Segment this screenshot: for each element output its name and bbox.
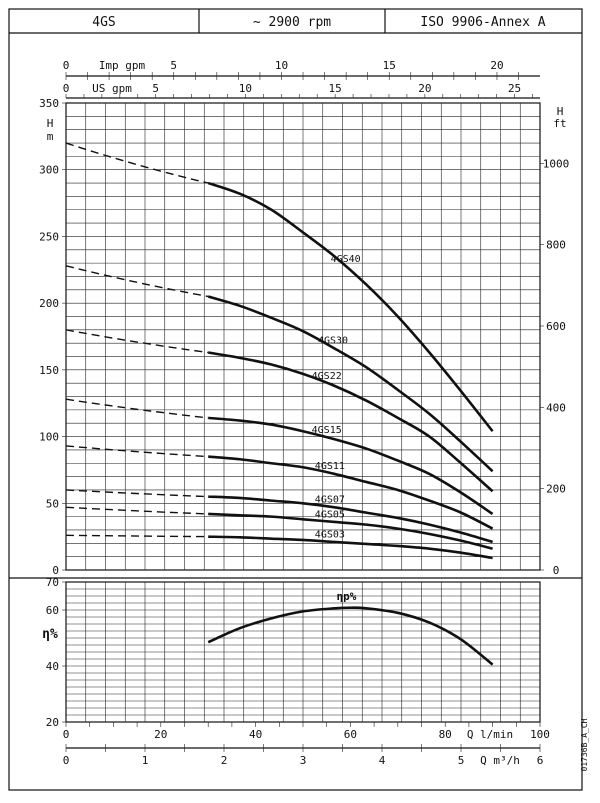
imp-tick-label: 15 [383, 59, 396, 72]
right-tick-label: 200 [546, 483, 566, 496]
curve-4gs07 [208, 495, 493, 544]
curve-4gs05 [208, 512, 493, 550]
efficiency-curves: ηp% [207, 590, 494, 666]
left-tick-label: 100 [39, 431, 59, 444]
right-tick-label: 400 [546, 401, 566, 414]
drawing-code: 01736B_A_CH [580, 718, 589, 771]
lmin-tick-label: 0 [63, 728, 70, 741]
us-tick-label: 5 [152, 82, 159, 95]
curve-label-4gs05: 4GS05 [315, 510, 345, 521]
m3h-axis-label: Q m³/h [480, 754, 520, 767]
us-tick-label: 25 [508, 82, 521, 95]
head-left-axis-title-top: H [47, 117, 54, 130]
us-tick-label: 0 [63, 82, 70, 95]
lmin-tick-label: 20 [154, 728, 167, 741]
dashed-extension-4gs11 [65, 445, 209, 458]
efficiency-axis-labels: 20 40 60 70 [46, 576, 66, 729]
left-tick-label: 350 [39, 97, 59, 110]
curve-4gs15 [208, 416, 494, 516]
right-tick-label: 0 [553, 564, 560, 577]
dashed-extension-4gs30 [65, 265, 209, 298]
curve-efficiency [207, 606, 494, 666]
header-standard: ISO 9906-Annex A [420, 15, 545, 30]
lmin-axis-label: Q l/min [467, 728, 513, 741]
lmin-tick-label: 60 [344, 728, 357, 741]
eff-tick-label: 40 [46, 660, 59, 673]
us-tick-label: 15 [329, 82, 342, 95]
curve-4gs40 [207, 181, 494, 433]
left-tick-label: 300 [39, 164, 59, 177]
dashed-extension-4gs03 [65, 534, 209, 538]
eff-tick-label: 60 [46, 604, 59, 617]
dashed-extension-4gs22 [65, 329, 209, 354]
curve-4gs03 [208, 535, 493, 560]
m3h-tick-label: 3 [300, 754, 307, 767]
lmin-tick-label: 40 [249, 728, 262, 741]
lmin-tick-label: 100 [530, 728, 550, 741]
m3h-tick-label: 4 [379, 754, 386, 767]
head-right-axis-title-bottom: ft [553, 117, 566, 130]
m3h-tick-label: 5 [458, 754, 465, 767]
top-axes: 0 5 10 15 20 Imp gpm 0 5 10 15 20 25 US gpm [63, 59, 540, 99]
curve-label-4gs30: 4GS30 [318, 336, 348, 347]
m3h-tick-label: 6 [537, 754, 544, 767]
imp-tick-label: 5 [170, 59, 177, 72]
dashed-extension-4gs40 [65, 142, 209, 184]
efficiency-grid [66, 582, 540, 722]
us-tick-label: 20 [418, 82, 431, 95]
head-curves: 4GS40 4GS30 4GS22 4GS15 4GS11 4GS07 4GS05 4GS03 [65, 142, 494, 560]
curve-label-4gs03: 4GS03 [315, 530, 345, 541]
head-left-axis-title-bottom: m [47, 130, 54, 143]
right-tick-label: 1000 [543, 157, 570, 170]
curve-4gs30 [207, 295, 494, 473]
lmin-tick-label: 80 [439, 728, 452, 741]
header-speed: ~ 2900 rpm [253, 15, 331, 30]
head-axis-labels: 0 50 100 150 200 250 300 350 0 200 400 600 800 1000 [39, 97, 569, 577]
left-tick-label: 0 [52, 564, 59, 577]
left-tick-label: 250 [39, 230, 59, 243]
imp-axis-label: Imp gpm [99, 59, 146, 72]
right-tick-label: 600 [546, 320, 566, 333]
eff-tick-label: 20 [46, 716, 59, 729]
curve-4gs22 [207, 351, 494, 493]
efficiency-axis-title: η% [42, 627, 58, 642]
head-right-axis-title-top: H [557, 105, 564, 118]
us-tick-label: 10 [239, 82, 252, 95]
curve-label-4gs40: 4GS40 [331, 254, 361, 265]
curve-label-4gs15: 4GS15 [312, 425, 342, 436]
m3h-tick-label: 2 [221, 754, 228, 767]
curve-label-4gs07: 4GS07 [315, 495, 345, 506]
curve-label-efficiency: ηp% [337, 590, 357, 603]
dashed-extension-4gs07 [65, 489, 209, 498]
m3h-tick-label: 1 [142, 754, 149, 767]
imp-tick-label: 0 [63, 59, 70, 72]
curve-4gs11 [208, 455, 494, 530]
imp-tick-label: 20 [490, 59, 503, 72]
m3h-tick-label: 0 [63, 754, 70, 767]
eff-tick-label: 70 [46, 576, 59, 589]
curve-label-4gs22: 4GS22 [312, 371, 342, 382]
head-grid [66, 103, 540, 570]
bottom-axes: 0 20 40 60 80 100 Q l/min 0 1 2 3 4 5 6 Q m³/h [63, 722, 550, 767]
left-tick-label: 50 [46, 497, 59, 510]
left-tick-label: 150 [39, 364, 59, 377]
dashed-extension-4gs15 [65, 398, 209, 419]
right-tick-label: 800 [546, 239, 566, 252]
us-axis-label: US gpm [92, 82, 132, 95]
header-series: 4GS [92, 15, 115, 30]
dashed-extension-4gs05 [65, 506, 209, 515]
outer-frame [8, 8, 583, 791]
curve-label-4gs11: 4GS11 [315, 461, 345, 472]
left-tick-label: 200 [39, 297, 59, 310]
imp-tick-label: 10 [275, 59, 288, 72]
